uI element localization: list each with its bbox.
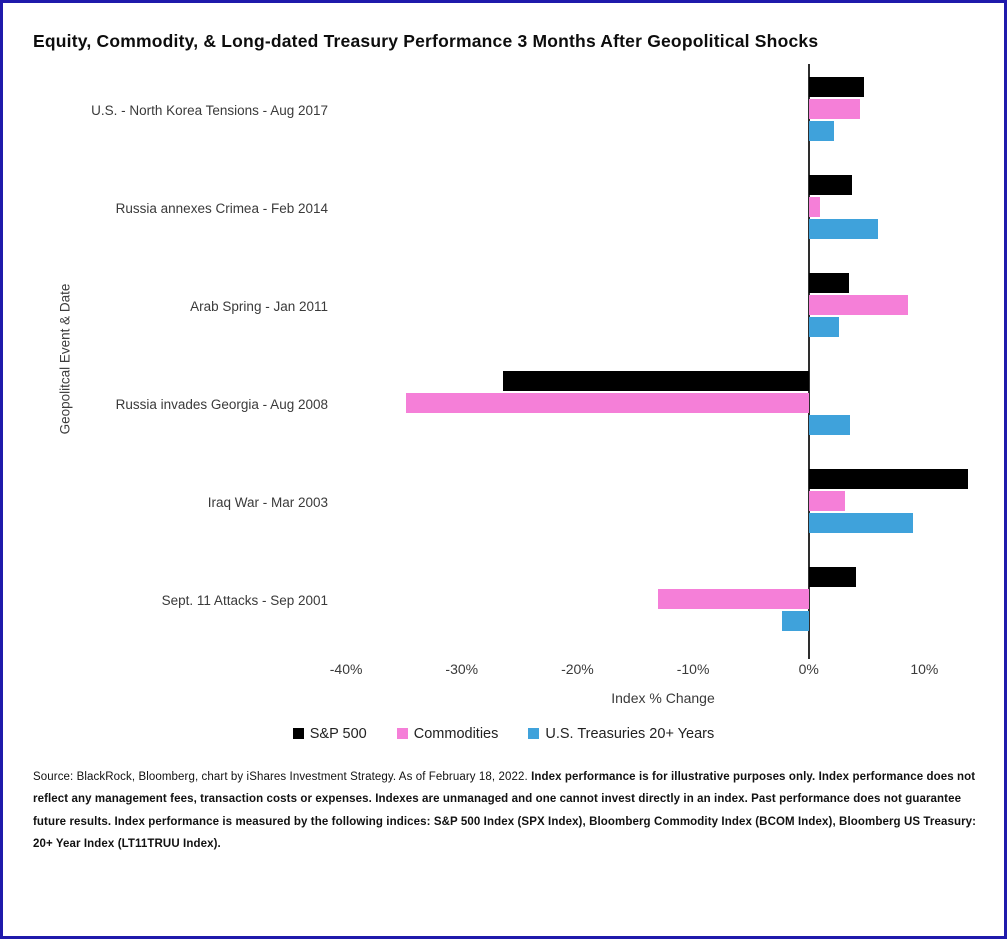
x-tick-label: 0%	[798, 660, 819, 677]
category-label: U.S. - North Korea Tensions - Aug 2017	[91, 102, 328, 118]
u-s-treasuries-20-years-bar	[808, 120, 835, 141]
footer-disclaimer: Source: BlackRock, Bloomberg, chart by i…	[33, 766, 984, 856]
s-p-500-bar	[808, 468, 969, 489]
u-s-treasuries-20-years-bar	[808, 316, 839, 337]
figure: Equity, Commodity, & Long-dated Treasury…	[3, 3, 1004, 856]
x-tick-label: -30%	[445, 660, 479, 677]
legend-label: U.S. Treasuries 20+ Years	[545, 725, 715, 742]
u-s-treasuries-20-years-bar	[808, 512, 913, 533]
commodities-bar	[808, 196, 821, 217]
category-label: Russia invades Georgia - Aug 2008	[115, 396, 328, 412]
commodities-bar	[658, 588, 809, 609]
legend-label: Commodities	[413, 725, 499, 742]
legend-swatch-icon	[396, 728, 408, 740]
u-s-treasuries-20-years-bar	[782, 610, 809, 631]
disclaimer-text: Index performance is for illustrative pu…	[33, 770, 977, 851]
chart-area: Geopolitcal Event & Date U.S. - North Ko…	[3, 63, 1004, 762]
x-tick-label: 10%	[910, 660, 939, 677]
legend-item-u-s-treasuries-20-years: U.S. Treasuries 20+ Years	[528, 726, 714, 742]
commodities-bar	[808, 490, 845, 511]
s-p-500-bar	[808, 566, 857, 587]
legend: S&P 500 Commodities U.S. Treasuries 20+ Ye…	[3, 726, 1004, 742]
category-label: Russia annexes Crimea - Feb 2014	[115, 200, 328, 216]
commodities-bar	[808, 294, 909, 315]
category-label: Sept. 11 Attacks - Sep 2001	[161, 592, 328, 608]
legend-item-commodities: Commodities	[396, 725, 499, 742]
legend-swatch-icon	[528, 728, 540, 740]
x-tick-label: -10%	[676, 660, 710, 677]
s-p-500-bar	[503, 370, 809, 391]
s-p-500-bar	[808, 174, 852, 195]
x-axis-ticks: -40% -30% -20% -10% 0% 10%	[330, 660, 988, 681]
legend-label: S&P 500	[309, 725, 367, 742]
s-p-500-bar	[808, 272, 850, 293]
category-label: Iraq War - Mar 2003	[207, 494, 328, 510]
category-label: Arab Spring - Jan 2011	[190, 298, 328, 314]
u-s-treasuries-20-years-bar	[808, 218, 879, 239]
x-axis-title: Index % Change	[611, 689, 715, 706]
commodities-bar	[406, 392, 809, 413]
legend-swatch-icon	[292, 728, 304, 740]
category-labels: U.S. - North Korea Tensions - Aug 2017 Ru…	[91, 64, 328, 649]
plot-area	[338, 63, 988, 659]
x-tick-label: -40%	[329, 660, 363, 677]
x-tick-label: -20%	[561, 660, 594, 677]
u-s-treasuries-20-years-bar	[808, 414, 851, 435]
s-p-500-bar	[808, 76, 865, 97]
commodities-bar	[808, 98, 860, 119]
legend-item-s-p-500: S&P 500	[292, 725, 367, 742]
chart-title: Equity, Commodity, & Long-dated Treasury…	[33, 31, 819, 51]
zero-axis-line	[807, 63, 810, 659]
source-text: Source: BlackRock, Bloomberg, chart by i…	[33, 770, 532, 783]
